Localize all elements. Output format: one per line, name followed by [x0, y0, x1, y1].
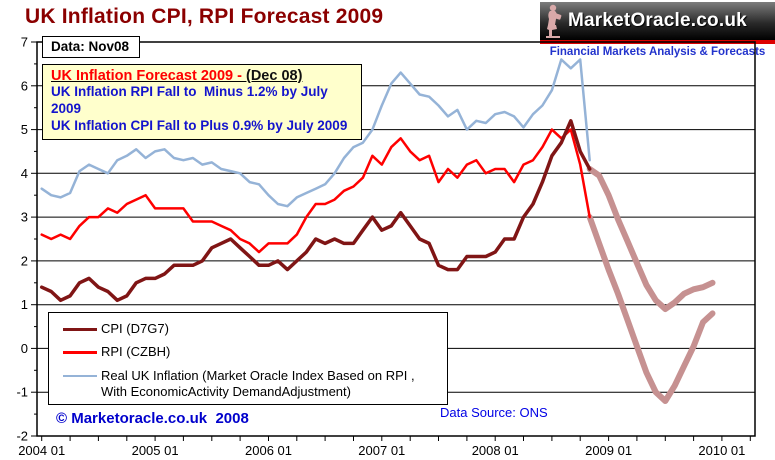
seated-reader-icon [546, 4, 562, 38]
legend-label-rpi: RPI (CZBH) [101, 344, 171, 360]
svg-text:0: 0 [21, 341, 28, 356]
legend-label-real-inflation: Real UK Inflation (Market Oracle Index B… [101, 367, 415, 399]
svg-text:2007 01: 2007 01 [358, 443, 405, 458]
svg-text:-2: -2 [16, 429, 28, 444]
forecast-annotation-rpi: UK Inflation RPI Fall to Minus 1.2% by J… [51, 84, 332, 116]
logo-brand: MarketOracle.co.uk [568, 10, 747, 31]
forecast-annotation-box: UK Inflation Forecast 2009 - (Dec 08) UK… [42, 64, 362, 140]
plot-area: -2 -1 0 1 2 3 4 5 6 7 2004 01 2005 01 2006 01 2007 01… [16, 35, 756, 458]
svg-text:3: 3 [21, 210, 28, 225]
svg-text:-1: -1 [16, 385, 28, 400]
copyright-text: © Marketoracle.co.uk 2008 [56, 410, 249, 427]
svg-text:2: 2 [21, 253, 28, 268]
svg-text:1: 1 [21, 297, 28, 312]
svg-text:2010 01: 2010 01 [698, 443, 745, 458]
svg-text:2004 01: 2004 01 [18, 443, 65, 458]
page-title: UK Inflation CPI, RPI Forecast 2009 [25, 5, 384, 28]
data-source-text: Data Source: ONS [440, 405, 548, 420]
legend-item-real-inflation: Real UK Inflation (Market Oracle Index B… [63, 368, 437, 401]
rpi-line-swatch [63, 351, 97, 355]
cpi-line-swatch [63, 328, 97, 331]
svg-text:4: 4 [21, 166, 28, 181]
forecast-annotation-cpi: UK Inflation CPI Fall to Plus 0.9% by Ju… [51, 117, 348, 133]
svg-text:2009 01: 2009 01 [585, 443, 632, 458]
svg-text:5: 5 [21, 122, 28, 137]
data-asof-label: Data: Nov08 [42, 36, 141, 58]
legend-item-cpi: CPI (D7G7) [63, 321, 437, 337]
legend-item-rpi: RPI (CZBH) [63, 344, 437, 360]
svg-text:2006 01: 2006 01 [245, 443, 292, 458]
forecast-heading-red: UK Inflation Forecast 2009 - [51, 68, 246, 84]
svg-text:2008 01: 2008 01 [472, 443, 519, 458]
forecast-heading-date: (Dec 08) [246, 68, 303, 84]
svg-text:6: 6 [21, 78, 28, 93]
forecast-annotation-heading: UK Inflation Forecast 2009 - (Dec 08) [51, 68, 353, 84]
chart-legend: CPI (D7G7) RPI (CZBH) Real UK Inflation … [48, 312, 448, 405]
real-inflation-line-swatch [63, 374, 97, 377]
logo-tagline: Financial Markets Analysis & Forecasts [549, 46, 766, 58]
legend-label-cpi: CPI (D7G7) [101, 321, 169, 336]
logo-bar: MarketOracle.co.uk [540, 2, 775, 40]
svg-text:2005 01: 2005 01 [132, 443, 179, 458]
svg-text:7: 7 [21, 35, 28, 50]
